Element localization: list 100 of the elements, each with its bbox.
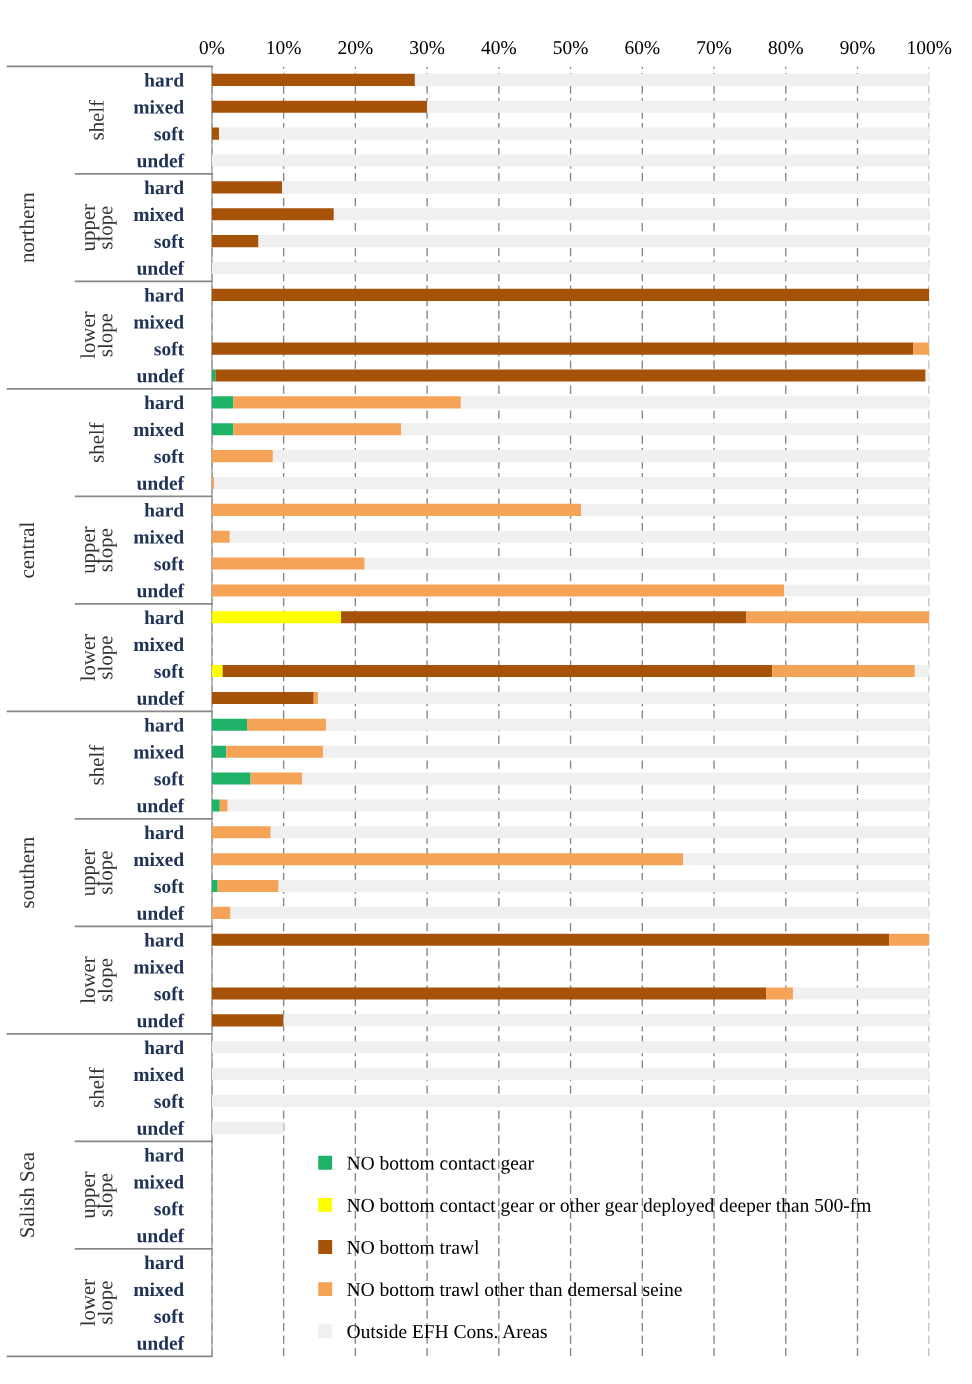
y-tick-label: soft	[154, 1201, 185, 1216]
legend-label: NO bottom trawl	[347, 1240, 480, 1255]
bar	[211, 450, 273, 463]
y-tick-label: undef	[136, 798, 185, 813]
y-tick-label: soft	[154, 1094, 185, 1108]
text: lower slope	[80, 1279, 117, 1326]
y-tick-label: soft	[154, 1309, 185, 1323]
bar	[427, 100, 930, 113]
bar	[784, 584, 930, 597]
text: shelf	[88, 744, 104, 785]
bar	[219, 127, 930, 140]
bar	[581, 503, 930, 516]
text: southern	[19, 837, 35, 908]
y-tick-label: hard	[144, 395, 184, 410]
bar	[792, 987, 930, 1000]
y-tick-label: hard	[144, 288, 184, 302]
y-tick-label: soft	[154, 986, 185, 1001]
y-tick-label: hard	[144, 610, 184, 625]
bar	[889, 933, 930, 946]
bar	[211, 1121, 284, 1134]
bar	[270, 826, 930, 839]
text: shelf	[88, 1067, 104, 1107]
bar	[211, 933, 890, 946]
bar	[250, 772, 303, 785]
bar	[211, 530, 230, 543]
x-tick-label: 20%	[338, 41, 373, 55]
text: central	[19, 522, 35, 578]
bar	[333, 208, 930, 221]
bar	[211, 799, 220, 812]
y-tick-label: hard	[144, 1255, 184, 1270]
y-tick-label: soft	[154, 234, 185, 249]
bar	[272, 450, 930, 463]
x-tick-label: 40%	[481, 41, 516, 55]
bar	[211, 880, 218, 893]
x-tick-label: 100%	[908, 41, 952, 55]
y-tick-label: hard	[144, 718, 184, 732]
text: upper slope	[85, 849, 117, 897]
text: shelf	[88, 422, 104, 463]
bar	[211, 557, 365, 570]
bar	[323, 745, 930, 758]
legend-label: NO bottom contact gear	[347, 1156, 534, 1174]
bar	[278, 880, 930, 893]
bar	[211, 718, 248, 731]
legend-label: NO bottom contact gear or other gear deployed deeper than 500-fm	[347, 1198, 872, 1216]
bar	[211, 611, 342, 624]
bar	[211, 853, 684, 866]
bar	[211, 584, 785, 597]
y-tick-label: mixed	[133, 207, 184, 222]
bar	[211, 100, 428, 113]
y-tick-label: undef	[136, 1013, 185, 1028]
bar	[401, 423, 930, 436]
y-tick-label: undef	[136, 1335, 185, 1350]
bar	[211, 1068, 930, 1081]
bar	[227, 799, 930, 812]
bar	[258, 235, 930, 248]
y-tick-label: soft	[154, 126, 185, 141]
bar	[211, 826, 271, 839]
y-tick-label: hard	[144, 503, 184, 517]
y-tick-label: hard	[144, 1040, 184, 1055]
bar	[233, 423, 402, 436]
bar	[325, 718, 930, 731]
x-tick-label: 10%	[267, 41, 301, 55]
y-tick-label: mixed	[133, 314, 184, 329]
bar	[230, 906, 930, 919]
bar	[211, 73, 415, 86]
y-tick-label: undef	[136, 261, 185, 275]
y-tick-label: soft	[154, 771, 185, 786]
bar	[226, 745, 324, 758]
bar	[211, 1094, 930, 1108]
bar	[214, 476, 930, 489]
bar	[925, 369, 930, 382]
bar	[211, 342, 914, 355]
y-tick-label: undef	[136, 368, 185, 383]
bar	[211, 288, 930, 301]
bar	[683, 853, 930, 866]
bar	[211, 423, 234, 436]
bar	[222, 665, 773, 678]
text: shelf	[88, 99, 104, 140]
bar	[313, 691, 319, 704]
legend-label: NO bottom trawl other than demersal seine	[347, 1282, 682, 1297]
y-tick-label: mixed	[133, 99, 184, 114]
bar	[211, 691, 314, 704]
y-tick-label: mixed	[133, 744, 184, 759]
bar	[211, 369, 216, 382]
bar	[211, 772, 251, 785]
bar	[211, 261, 930, 275]
text: upper slope	[85, 204, 117, 252]
y-tick-label: undef	[136, 476, 185, 490]
bar	[211, 181, 283, 194]
y-tick-label: mixed	[133, 1174, 184, 1189]
bar	[217, 880, 279, 893]
bar	[414, 73, 930, 86]
bar	[211, 503, 582, 516]
y-tick-label: undef	[136, 583, 185, 598]
y-tick-label: hard	[144, 933, 184, 947]
bar	[766, 987, 793, 1000]
bar	[247, 718, 326, 731]
text: lower slope	[80, 311, 117, 359]
bar	[341, 611, 747, 624]
bar	[219, 799, 228, 812]
